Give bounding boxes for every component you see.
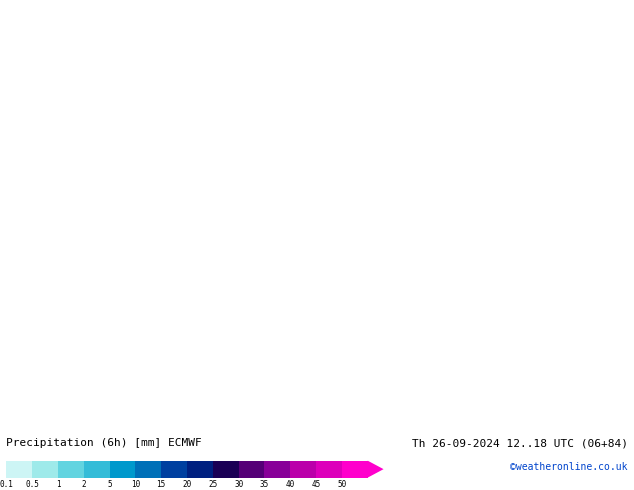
Text: 2: 2 bbox=[81, 480, 86, 489]
Text: 15: 15 bbox=[157, 480, 166, 489]
Text: 40: 40 bbox=[286, 480, 295, 489]
Bar bbox=[161, 461, 187, 478]
Text: Precipitation (6h) [mm] ECMWF: Precipitation (6h) [mm] ECMWF bbox=[6, 438, 202, 448]
Text: Th 26-09-2024 12..18 UTC (06+84): Th 26-09-2024 12..18 UTC (06+84) bbox=[411, 438, 628, 448]
Text: 0.1: 0.1 bbox=[0, 480, 13, 489]
Text: ©weatheronline.co.uk: ©weatheronline.co.uk bbox=[510, 462, 628, 472]
Bar bbox=[136, 461, 161, 478]
Bar bbox=[213, 461, 238, 478]
FancyArrow shape bbox=[368, 461, 384, 478]
Bar bbox=[290, 461, 316, 478]
Text: 10: 10 bbox=[131, 480, 140, 489]
Bar bbox=[238, 461, 264, 478]
Bar bbox=[84, 461, 110, 478]
Text: 30: 30 bbox=[234, 480, 243, 489]
Text: 5: 5 bbox=[107, 480, 112, 489]
Bar bbox=[342, 461, 368, 478]
Bar bbox=[6, 461, 32, 478]
Text: 45: 45 bbox=[311, 480, 321, 489]
Text: 20: 20 bbox=[183, 480, 191, 489]
Bar bbox=[316, 461, 342, 478]
Bar bbox=[264, 461, 290, 478]
Bar bbox=[187, 461, 213, 478]
Text: 35: 35 bbox=[260, 480, 269, 489]
Text: 1: 1 bbox=[56, 480, 60, 489]
Bar bbox=[32, 461, 58, 478]
Text: 25: 25 bbox=[208, 480, 217, 489]
Text: 0.5: 0.5 bbox=[25, 480, 39, 489]
Text: 50: 50 bbox=[337, 480, 347, 489]
Bar bbox=[110, 461, 136, 478]
Bar bbox=[58, 461, 84, 478]
